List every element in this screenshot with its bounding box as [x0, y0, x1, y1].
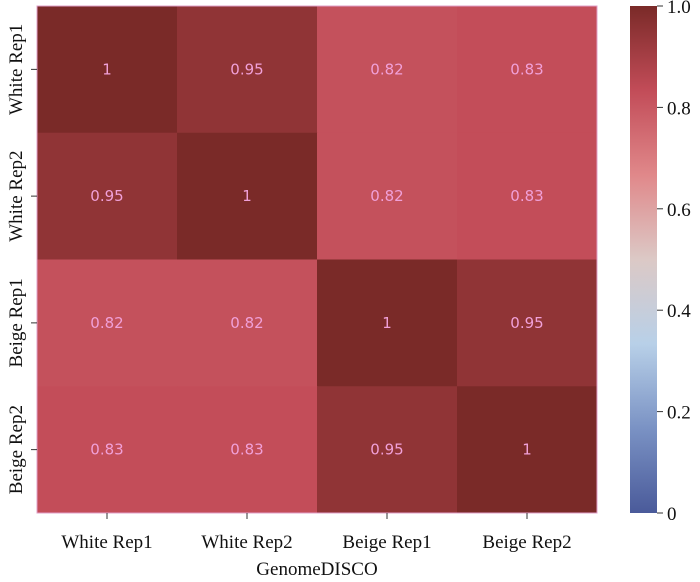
colorbar-tick-label: 0.4 — [667, 301, 691, 322]
heatmap-cell — [457, 132, 598, 260]
colorbar-tick-label: 1.0 — [667, 0, 691, 18]
cell-value-label: 0.82 — [230, 314, 263, 332]
heatmap-cell — [37, 259, 178, 387]
heatmap-cell — [457, 259, 598, 387]
cell-value-label: 0.82 — [370, 187, 403, 205]
heatmap-cell — [37, 6, 178, 134]
heatmap-cell — [37, 132, 178, 260]
cell-value-label: 0.83 — [510, 60, 543, 78]
cell-value-label: 0.95 — [510, 314, 543, 332]
x-tick-label: Beige Rep1 — [342, 532, 431, 553]
axis-labels: White Rep1 White Rep2 Beige Rep1 Beige Rep2… — [6, 24, 572, 553]
colorbar — [630, 6, 657, 513]
heatmap-cell — [457, 386, 598, 514]
cell-value-label: 1 — [102, 60, 112, 78]
cell-value-label: 0.83 — [90, 441, 123, 459]
cell-value-label: 0.82 — [370, 60, 403, 78]
heatmap-cell — [177, 259, 318, 387]
heatmap-cell — [457, 6, 598, 134]
colorbar-tick-label: 0 — [667, 504, 677, 525]
cell-value-label: 1 — [522, 441, 532, 459]
y-tick-label: White Rep1 — [6, 24, 27, 115]
heatmap-cell — [177, 132, 318, 260]
x-tick-label: White Rep1 — [61, 532, 152, 553]
heatmap-cell — [317, 259, 458, 387]
x-tick-label: Beige Rep2 — [482, 532, 571, 553]
cell-value-label: 1 — [382, 314, 392, 332]
heatmap-cell — [317, 386, 458, 514]
colorbar-tick-label: 0.2 — [667, 403, 691, 424]
y-tick-label: Beige Rep1 — [6, 278, 27, 367]
colorbar-ticks: 0 0.2 0.4 0.6 0.8 1.0 — [657, 0, 691, 525]
heatmap-border — [36, 5, 598, 514]
y-tick-label: White Rep2 — [6, 150, 27, 241]
heatmap-cells: 1 0.95 0.82 0.83 0.95 1 0.82 0.83 0.82 0.82 1 0.95 0… — [36, 5, 598, 514]
x-tick-label: White Rep2 — [201, 532, 292, 553]
cell-value-label: 0.95 — [370, 441, 403, 459]
colorbar-tick-label: 0.8 — [667, 98, 691, 119]
x-axis-label: GenomeDISCO — [256, 559, 377, 580]
heatmap-cell — [317, 6, 458, 134]
heatmap-cell — [177, 386, 318, 514]
heatmap-cell — [177, 6, 318, 134]
cell-value-label: 0.83 — [510, 187, 543, 205]
y-tick-label: Beige Rep2 — [6, 405, 27, 494]
heatmap-cell — [37, 386, 178, 514]
cell-value-label: 1 — [242, 187, 252, 205]
cell-value-label: 0.95 — [90, 187, 123, 205]
cell-value-label: 0.83 — [230, 441, 263, 459]
colorbar-tick-label: 0.6 — [667, 200, 691, 221]
cell-value-label: 0.82 — [90, 314, 123, 332]
cell-value-label: 0.95 — [230, 60, 263, 78]
heatmap-cell — [317, 132, 458, 260]
